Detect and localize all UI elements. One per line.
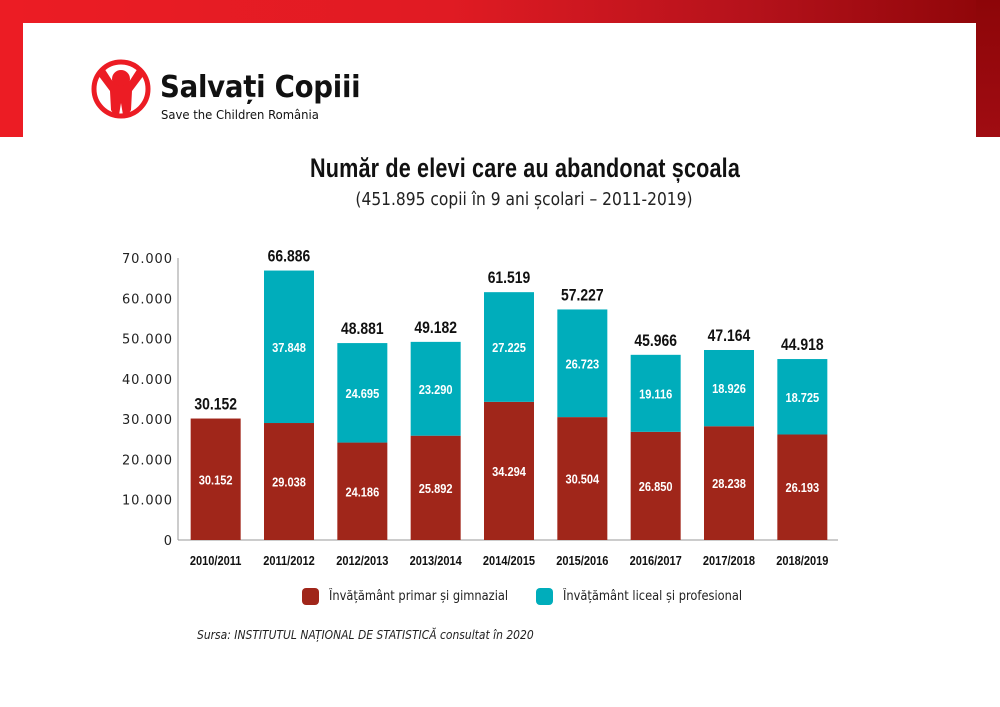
- bar-segment-liceal: [777, 359, 828, 435]
- bar-segment-liceal: [264, 270, 314, 424]
- child-arms-raised-icon: [91, 59, 151, 119]
- bar-total-label: 49.182: [414, 319, 457, 338]
- bar-segment-liceal: [704, 349, 754, 427]
- bar-segment-primar: [264, 423, 314, 540]
- bar-data-label: 27.225: [492, 340, 526, 355]
- brand-tagline: Save the Children România: [161, 107, 319, 122]
- bar-data-label: 34.294: [492, 464, 526, 479]
- y-tick-label: 40.000: [122, 373, 172, 388]
- bar-segment-liceal: [337, 343, 388, 443]
- bar-total-label: 48.881: [341, 320, 384, 339]
- bar-data-label: 25.892: [419, 481, 453, 496]
- bar-segment-liceal: [410, 341, 461, 436]
- bar-data-label: 23.290: [419, 382, 453, 397]
- y-tick-label: 60.000: [122, 292, 172, 307]
- bar-segment-liceal: [557, 309, 608, 418]
- bar-segment-liceal: [484, 292, 534, 402]
- bar-segment-primar: [410, 435, 461, 540]
- bar-total-label: 44.918: [781, 336, 824, 355]
- y-tick-label: 20.000: [122, 453, 172, 468]
- x-tick-label: 2018/2019: [776, 553, 828, 568]
- y-tick-label: 50.000: [122, 333, 172, 348]
- legend-swatch-primar: [302, 587, 319, 605]
- y-tick-label: 10.000: [122, 494, 172, 509]
- bar-segment-primar: [484, 401, 534, 540]
- bar-total-label: 61.519: [488, 269, 531, 288]
- frame-left-bar: [0, 0, 23, 137]
- bar-data-label: 26.723: [565, 356, 599, 371]
- bar-segment-primar: [337, 442, 388, 540]
- bar-data-label: 26.193: [785, 480, 819, 495]
- x-tick-label: 2016/2017: [630, 553, 682, 568]
- bar-total-label: 30.152: [194, 395, 237, 414]
- bar-data-label: 29.038: [272, 475, 306, 490]
- bar-data-label: 18.725: [785, 390, 819, 405]
- chart-subtitle: (451.895 copii în 9 ani școlari – 2011-2…: [355, 189, 693, 210]
- bar-data-label: 19.116: [639, 386, 672, 401]
- bar-total-label: 47.164: [708, 327, 751, 346]
- bar-data-label: 30.152: [199, 472, 233, 487]
- legend-label-primar: Învățământ primar și gimnazial: [329, 588, 509, 604]
- x-tick-label: 2013/2014: [410, 553, 462, 568]
- bar-segment-primar: [557, 417, 608, 540]
- bar-segment-primar: [777, 434, 828, 540]
- bar-data-label: 26.850: [639, 479, 673, 494]
- bar-data-label: 28.238: [712, 476, 746, 491]
- bar-segment-primar: [630, 431, 681, 540]
- chart-title: Număr de elevi care au abandonat școala: [309, 153, 741, 183]
- y-tick-label: 30.000: [122, 413, 172, 428]
- bar-data-label: 18.926: [712, 381, 746, 396]
- y-tick-label: 70.000: [122, 252, 172, 267]
- brand-name: Salvați Copiii: [160, 70, 361, 105]
- bar-segment-liceal: [630, 354, 681, 432]
- x-tick-label: 2015/2016: [556, 553, 608, 568]
- source-note: Sursa: INSTITUTUL NAȚIONAL DE STATISTICĂ…: [197, 627, 534, 642]
- bar-data-label: 30.504: [565, 472, 599, 487]
- bar-segment-primar: [704, 426, 754, 540]
- bar-segment-primar: [190, 418, 241, 540]
- x-tick-label: 2014/2015: [483, 553, 535, 568]
- bar-total-label: 57.227: [561, 286, 604, 305]
- bar-data-label: 37.848: [272, 340, 306, 355]
- bar-data-label: 24.695: [345, 386, 379, 401]
- x-tick-label: 2010/2011: [190, 553, 242, 568]
- frame-right-bar: [976, 0, 1000, 137]
- brand-logo: Salvați Copiii Save the Children România: [90, 58, 361, 128]
- bar-total-label: 66.886: [268, 247, 311, 266]
- legend-label-liceal: Învățământ liceal și profesional: [563, 588, 743, 604]
- legend-item-primar: Învățământ primar și gimnazial: [302, 586, 532, 606]
- legend-item-liceal: Învățământ liceal și profesional: [536, 586, 767, 606]
- bar-data-label: 24.186: [345, 484, 379, 499]
- x-tick-label: 2012/2013: [336, 553, 388, 568]
- x-tick-label: 2011/2012: [263, 553, 315, 568]
- legend-swatch-liceal: [536, 587, 553, 605]
- x-tick-label: 2017/2018: [703, 553, 755, 568]
- y-tick-label: 0: [164, 534, 172, 549]
- bar-total-label: 45.966: [634, 332, 677, 351]
- frame-top-bar: [0, 0, 1000, 23]
